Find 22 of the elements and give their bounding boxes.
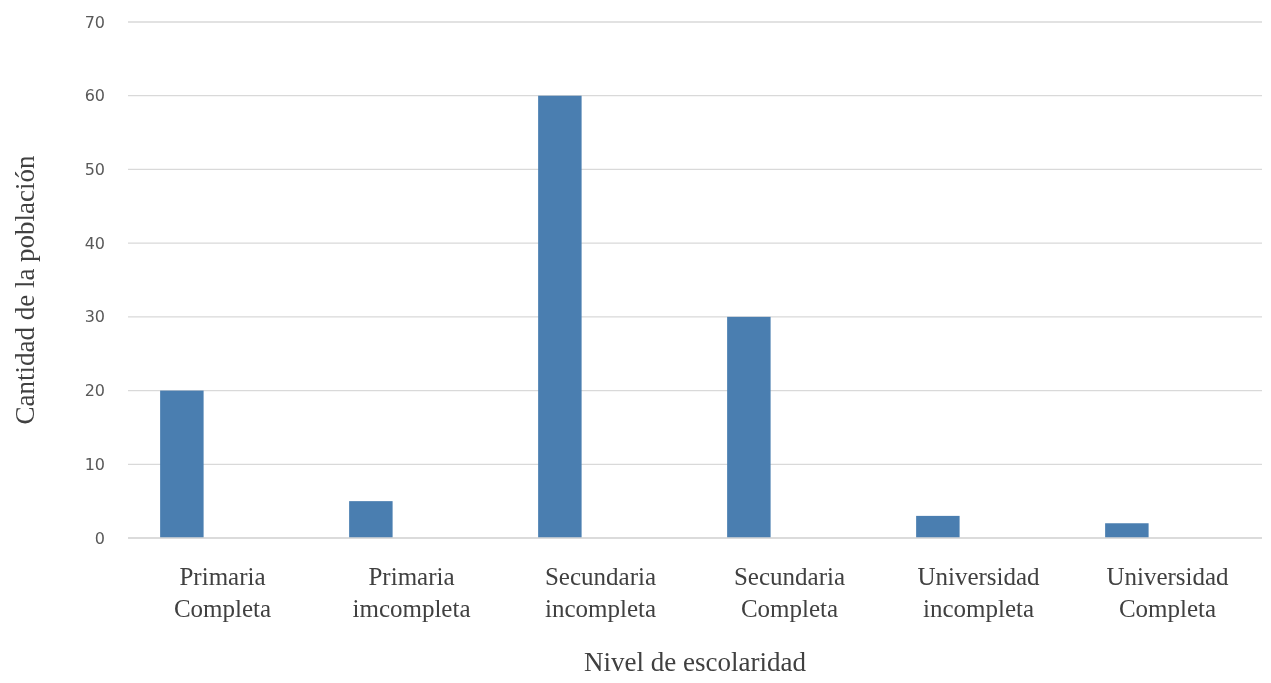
bar <box>727 316 771 538</box>
x-tick-label: Primaria Completa <box>173 563 272 622</box>
x-tick-label: Universidad incompleta <box>917 563 1041 622</box>
x-axis-title: Nivel de escolaridad <box>584 647 807 677</box>
y-tick-label: 30 <box>84 307 105 327</box>
x-tick-label: Secundaria Completa <box>733 563 846 622</box>
bar <box>349 501 393 538</box>
y-tick-label: 40 <box>84 233 105 253</box>
bar <box>538 95 582 538</box>
x-tick-label: Primaria imcompleta <box>352 563 471 622</box>
y-axis-title: Cantidad de la población <box>10 154 40 425</box>
bar <box>160 390 204 538</box>
y-tick-label: 20 <box>84 381 105 401</box>
y-tick-label: 0 <box>94 528 105 548</box>
y-tick-label: 50 <box>84 160 105 180</box>
bar <box>1105 523 1149 538</box>
x-tick-label: Secundaria incompleta <box>544 563 657 622</box>
y-tick-label: 70 <box>84 12 105 32</box>
y-tick-label: 10 <box>84 454 105 474</box>
x-tick-label: Universidad Completa <box>1106 563 1230 622</box>
y-tick-label: 60 <box>84 86 105 106</box>
bar <box>916 515 960 538</box>
